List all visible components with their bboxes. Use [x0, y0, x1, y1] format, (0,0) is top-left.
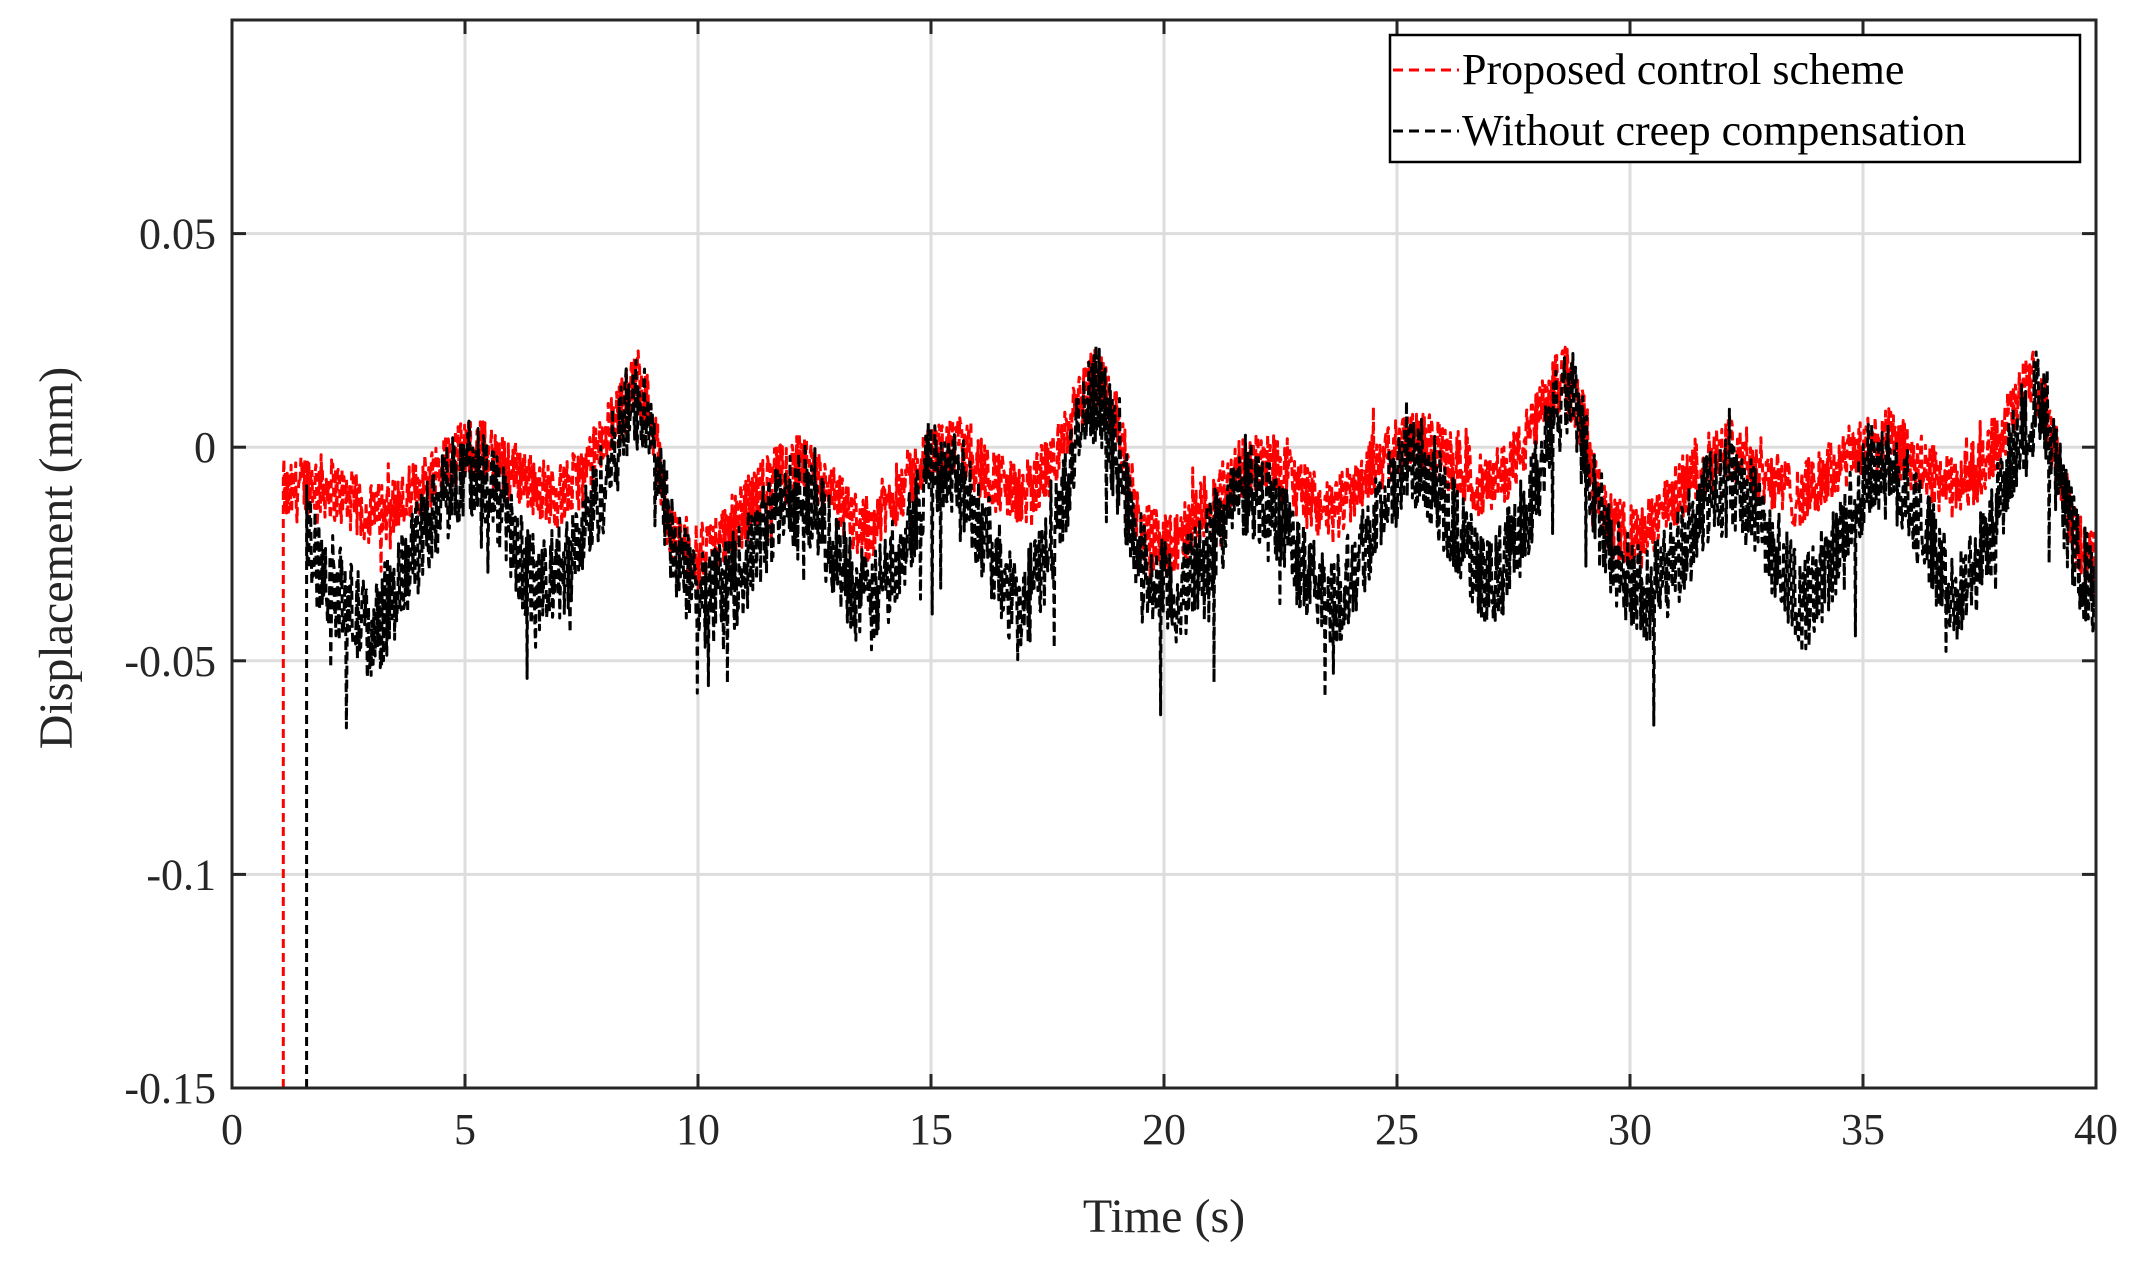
y-tick-label: -0.15: [124, 1064, 216, 1113]
x-tick-label: 35: [1841, 1105, 1885, 1154]
x-tick-label: 25: [1375, 1105, 1419, 1154]
y-tick-label: -0.05: [124, 637, 216, 686]
series-layer: [281, 344, 2098, 1088]
x-tick-label: 10: [676, 1105, 720, 1154]
x-tick-label: 40: [2074, 1105, 2118, 1154]
legend-label-proposed: Proposed control scheme: [1462, 45, 1904, 94]
x-tick-label: 0: [221, 1105, 243, 1154]
y-tick-label: 0: [194, 423, 216, 472]
tick-labels: 0 5 10 15 20 25 30 35 40 -0.15 -0.1 -0.05 0 0.05: [124, 210, 2118, 1154]
series-line-proposed: [281, 345, 2098, 1088]
x-tick-label: 30: [1608, 1105, 1652, 1154]
x-tick-label: 5: [454, 1105, 476, 1154]
x-tick-label: 20: [1142, 1105, 1186, 1154]
legend: Proposed control scheme Without creep co…: [1388, 33, 2082, 164]
y-axis-label: Displacement (mm): [30, 367, 83, 750]
x-axis-label: Time (s): [1083, 1190, 1245, 1243]
x-tick-label: 15: [909, 1105, 953, 1154]
y-tick-label: 0.05: [139, 210, 216, 259]
legend-box: [1388, 33, 2082, 164]
axes: [230, 18, 2098, 1090]
series-line-without-creep: [305, 344, 2097, 1088]
legend-label-without-creep: Without creep compensation: [1462, 106, 1966, 155]
y-tick-label: -0.1: [146, 850, 216, 899]
